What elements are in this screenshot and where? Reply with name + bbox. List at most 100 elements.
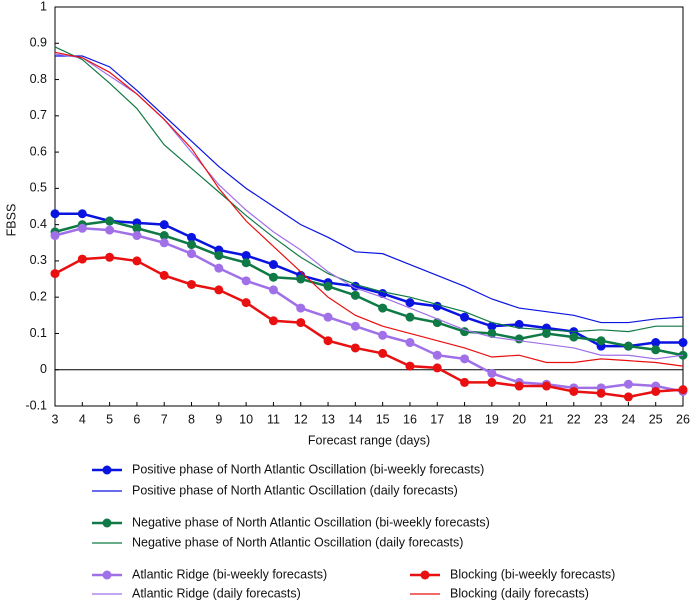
series-line [54,46,683,333]
series-marker [596,388,606,398]
series-marker [623,379,633,389]
legend-label: Blocking (bi-weekly forecasts) [450,567,615,581]
x-tick-label: 9 [215,412,222,426]
series-marker [432,350,442,360]
series-marker [541,328,551,338]
series-marker [105,216,115,226]
series-marker [323,336,333,346]
series-marker [159,238,169,248]
series-marker [405,361,415,371]
series-marker [77,254,87,264]
x-tick-label: 5 [106,412,113,426]
series-marker [405,312,415,322]
series-marker [187,232,197,242]
series-marker [514,319,524,329]
x-tick-label: 22 [567,412,581,426]
legend-marker [102,465,112,475]
series-marker [268,316,278,326]
series-marker [296,318,306,328]
series-marker [623,341,633,351]
x-tick-label: 13 [321,412,335,426]
legend-label: Positive phase of North Atlantic Oscilla… [132,462,484,476]
series-marker [651,338,661,348]
legend-label: Atlantic Ridge (daily forecasts) [132,586,301,600]
series-marker [460,354,470,364]
x-tick-label: 24 [621,412,635,426]
series-line [54,53,684,360]
series-marker [105,225,115,235]
series-marker [487,328,497,338]
series-marker [241,298,251,308]
series-marker [569,386,579,396]
y-tick-label: 0 [40,362,47,376]
y-tick-label: 0.7 [30,108,47,122]
series-marker [651,345,661,355]
series-marker [159,270,169,280]
y-tick-label: 0.5 [30,181,47,195]
y-tick-label: 0.8 [30,72,47,86]
series-marker [678,338,688,348]
series-marker [77,209,87,219]
legend-label: Negative phase of North Atlantic Oscilla… [132,535,463,549]
series-line [54,51,684,367]
series-marker [268,260,278,270]
x-tick-label: 26 [676,412,690,426]
series-marker [214,263,224,273]
x-tick-label: 14 [348,412,362,426]
series-marker [132,223,142,233]
series-marker [50,269,60,279]
series-marker [651,386,661,396]
x-tick-label: 3 [52,412,59,426]
x-tick-label: 17 [430,412,444,426]
series-marker [323,312,333,322]
series-marker [514,381,524,391]
legend-label: Positive phase of North Atlantic Oscilla… [132,483,458,497]
series-marker [378,348,388,358]
series-marker [678,385,688,395]
y-tick-label: 1 [40,0,47,13]
y-tick-label: 0.3 [30,253,47,267]
x-tick-label: 20 [512,412,526,426]
x-tick-label: 18 [458,412,472,426]
legend-marker [420,570,430,580]
x-tick-label: 19 [485,412,499,426]
y-tick-label: 0.1 [30,326,47,340]
y-axis-label: FBSS [4,204,18,237]
series-marker [105,252,115,262]
series-marker [569,332,579,342]
series-line [55,55,684,324]
series-marker [623,392,633,402]
series-marker [460,377,470,387]
series-marker [378,303,388,313]
x-tick-label: 12 [294,412,308,426]
series-marker [187,279,197,289]
series-marker [323,281,333,291]
series-line [54,219,684,357]
x-tick-label: 11 [267,412,280,426]
legend-label: Blocking (daily forecasts) [450,586,589,600]
legend-marker [102,570,112,580]
series-marker [50,209,60,219]
series-marker [596,336,606,346]
series-marker [268,272,278,282]
legend-marker [102,518,112,528]
series-marker [241,250,251,260]
x-axis-label: Forecast range (days) [308,433,430,447]
series-marker [187,249,197,259]
series-marker [296,274,306,284]
series-marker [50,231,60,241]
series-marker [405,338,415,348]
series-marker [159,231,169,241]
series-marker [541,381,551,391]
series-line [54,227,684,393]
legend-label: Negative phase of North Atlantic Oscilla… [132,515,490,529]
x-tick-label: 10 [239,412,253,426]
series-marker [405,298,415,308]
x-tick-label: 4 [79,412,86,426]
series-marker [487,377,497,387]
plot-frame [54,6,684,407]
series-marker [159,220,169,230]
series-marker [514,334,524,344]
series-marker [487,321,497,331]
